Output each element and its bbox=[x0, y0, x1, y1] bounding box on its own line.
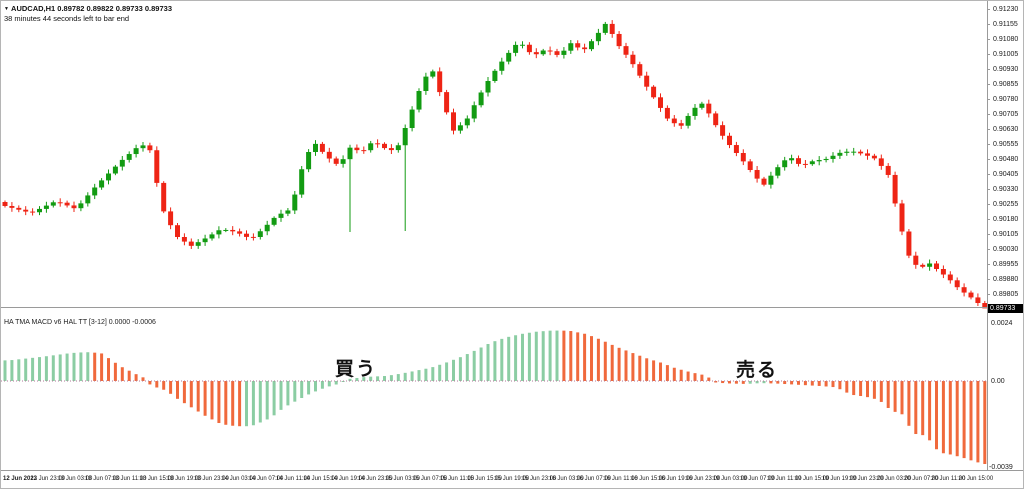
time-axis-label: 19 Jun 23:00 bbox=[849, 476, 884, 482]
time-axis-label: 19 Jun 11:00 bbox=[767, 476, 802, 482]
buy-annotation: 買う bbox=[335, 359, 378, 380]
price-axis-tick bbox=[987, 9, 990, 10]
price-axis-label: 0.89955 bbox=[993, 261, 1019, 268]
price-axis-label: 0.90255 bbox=[993, 201, 1019, 208]
time-axis-label: 20 Jun 07:00 bbox=[903, 476, 939, 482]
price-axis-label: 0.90630 bbox=[993, 126, 1019, 133]
indicator-scale-bottom: -0.0039 bbox=[989, 464, 1013, 471]
price-axis-tick bbox=[987, 114, 990, 115]
price-axis-label: 0.91005 bbox=[993, 51, 1019, 58]
time-axis-label: 20 Jun 11:00 bbox=[931, 476, 966, 482]
price-axis-tick bbox=[987, 159, 990, 160]
price-axis-label: 0.91155 bbox=[993, 21, 1018, 28]
time-axis-label: 14 Jun 07:00 bbox=[248, 476, 284, 482]
price-axis-label: 0.91230 bbox=[993, 6, 1019, 13]
time-axis-divider bbox=[1, 470, 1023, 471]
time-axis-label: 14 Jun 11:00 bbox=[276, 476, 311, 482]
pane-divider[interactable] bbox=[1, 307, 987, 308]
price-axis-tick bbox=[987, 234, 990, 235]
time-axis-label: 13 Jun 19:00 bbox=[166, 476, 202, 482]
price-axis-tick bbox=[987, 249, 990, 250]
indicator-scale-top: 0.0024 bbox=[991, 320, 1013, 327]
symbol-header: ▼ AUDCAD,H1 0.89782 0.89822 0.89733 0.89… bbox=[4, 4, 172, 13]
price-axis-label: 0.90480 bbox=[993, 156, 1019, 163]
indicator-label: HA TMA MACD v6 HAL TT [3-12] 0.0000 -0.0… bbox=[4, 319, 156, 326]
price-axis-label: 0.90930 bbox=[993, 66, 1019, 73]
symbol-marker-icon: ▼ bbox=[4, 6, 9, 12]
current-price-tag: 0.89733 bbox=[988, 304, 1023, 313]
time-axis-label: 15 Jun 19:00 bbox=[494, 476, 530, 482]
price-axis-label: 0.91080 bbox=[993, 36, 1019, 43]
price-axis-tick bbox=[987, 294, 990, 295]
time-axis-label: 16 Jun 19:00 bbox=[658, 476, 693, 482]
price-axis-tick bbox=[987, 144, 990, 145]
time-axis-label: 13 Jun 15:00 bbox=[139, 476, 175, 482]
time-axis-label: 20 Jun 03:00 bbox=[876, 476, 912, 482]
time-axis[interactable]: 12 Jun 2023 12 Jun 23:00 13 Jun 03:00 13 Ju… bbox=[1, 471, 1023, 488]
price-axis-label: 0.90405 bbox=[993, 171, 1019, 178]
price-axis-tick bbox=[987, 279, 990, 280]
price-axis-tick bbox=[987, 84, 990, 85]
time-axis-label: 20 Jun 15:00 bbox=[958, 476, 994, 482]
price-axis-tick bbox=[987, 189, 990, 190]
time-axis-label: 16 Jun 07:00 bbox=[576, 476, 611, 482]
price-axis-tick bbox=[987, 129, 990, 130]
time-axis-label: 14 Jun 23:00 bbox=[357, 476, 393, 482]
time-axis-label: 16 Jun 03:00 bbox=[549, 476, 584, 482]
time-axis-label: 16 Jun 11:00 bbox=[603, 476, 638, 482]
time-axis-label: 16 Jun 23:00 bbox=[685, 476, 721, 482]
price-axis-label: 0.90855 bbox=[993, 81, 1019, 88]
price-axis-label: 0.90030 bbox=[993, 246, 1019, 253]
time-axis-label: 15 Jun 23:00 bbox=[521, 476, 557, 482]
price-axis[interactable]: 0.91230 0.91155 0.91080 0.91005 0.90930 0.908… bbox=[987, 1, 1023, 307]
time-axis-label: 15 Jun 11:00 bbox=[439, 476, 475, 482]
candlesticks bbox=[2, 20, 987, 309]
price-axis-tick bbox=[987, 24, 990, 25]
price-axis-tick bbox=[987, 39, 990, 40]
time-axis-label: 13 Jun 07:00 bbox=[84, 476, 120, 482]
time-axis-label: 19 Jun 03:00 bbox=[712, 476, 748, 482]
price-axis-label: 0.90705 bbox=[993, 111, 1019, 118]
price-axis-label: 0.90330 bbox=[993, 186, 1019, 193]
time-axis-label: 12 Jun 23:00 bbox=[30, 476, 65, 482]
time-axis-label: 19 Jun 19:00 bbox=[822, 476, 857, 482]
time-axis-label: 13 Jun 03:00 bbox=[57, 476, 93, 482]
price-axis-border bbox=[987, 1, 988, 470]
bar-countdown: 38 minutes 44 seconds left to bar end bbox=[4, 14, 130, 23]
price-axis-tick bbox=[987, 204, 990, 205]
price-axis-label: 0.90555 bbox=[993, 141, 1019, 148]
time-axis-label: 15 Jun 03:00 bbox=[385, 476, 420, 482]
time-axis-label: 14 Jun 03:00 bbox=[221, 476, 257, 482]
price-axis-label: 0.90180 bbox=[993, 216, 1019, 223]
chart-canvas bbox=[1, 20, 987, 465]
price-axis-tick bbox=[987, 174, 990, 175]
price-axis-label: 0.89805 bbox=[993, 291, 1019, 298]
macd-histogram bbox=[3, 330, 987, 465]
time-axis-label: 15 Jun 15:00 bbox=[467, 476, 502, 482]
time-axis-label: 12 Jun 2023 bbox=[3, 476, 38, 482]
time-axis-label: 15 Jun 07:00 bbox=[412, 476, 448, 482]
price-axis-label: 0.90105 bbox=[993, 231, 1019, 238]
indicator-scale-zero: 0.00 bbox=[991, 378, 1005, 385]
sell-annotation: 売る bbox=[736, 360, 779, 381]
price-axis-label: 0.89880 bbox=[993, 276, 1019, 283]
price-axis-label: 0.90780 bbox=[993, 96, 1019, 103]
time-axis-label: 16 Jun 15:00 bbox=[630, 476, 666, 482]
price-axis-tick bbox=[987, 264, 990, 265]
time-axis-label: 19 Jun 07:00 bbox=[740, 476, 775, 482]
symbol-ohlc-text: AUDCAD,H1 0.89782 0.89822 0.89733 0.8973… bbox=[11, 4, 172, 13]
time-axis-label: 13 Jun 23:00 bbox=[194, 476, 229, 482]
price-axis-tick bbox=[987, 219, 990, 220]
time-axis-label: 14 Jun 19:00 bbox=[330, 476, 366, 482]
price-axis-tick bbox=[987, 69, 990, 70]
time-axis-label: 14 Jun 15:00 bbox=[303, 476, 338, 482]
time-axis-label: 13 Jun 11:00 bbox=[112, 476, 147, 482]
price-axis-tick bbox=[987, 54, 990, 55]
price-axis-tick bbox=[987, 99, 990, 100]
time-axis-label: 19 Jun 15:00 bbox=[794, 476, 830, 482]
